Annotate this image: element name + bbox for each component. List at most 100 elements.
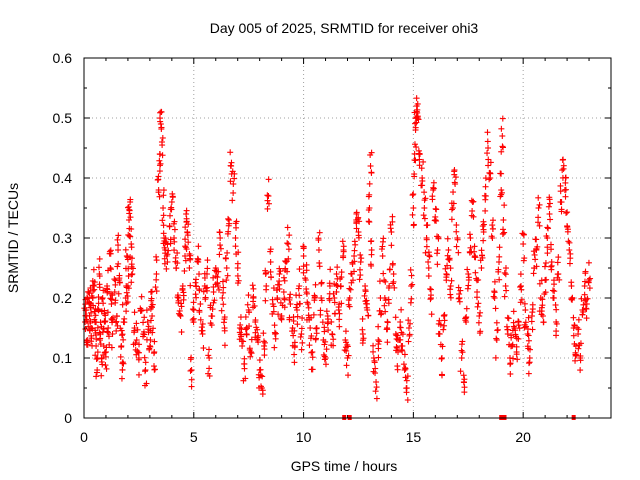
data-point bbox=[399, 331, 406, 338]
data-point bbox=[259, 373, 266, 380]
data-point bbox=[413, 144, 420, 151]
data-point bbox=[389, 260, 396, 267]
data-point bbox=[146, 346, 153, 353]
data-point bbox=[336, 310, 343, 317]
data-point bbox=[340, 243, 347, 250]
data-point bbox=[420, 212, 427, 219]
data-point bbox=[296, 292, 303, 299]
data-point bbox=[176, 307, 183, 314]
data-point bbox=[482, 175, 489, 182]
data-point bbox=[262, 297, 269, 304]
data-point bbox=[530, 270, 537, 277]
data-point bbox=[171, 247, 178, 254]
data-point bbox=[190, 315, 197, 322]
data-point bbox=[298, 325, 305, 332]
data-point bbox=[517, 283, 524, 290]
data-point bbox=[583, 305, 590, 312]
data-point bbox=[300, 243, 307, 250]
data-point bbox=[409, 281, 416, 288]
data-point bbox=[571, 340, 578, 347]
data-point bbox=[190, 299, 197, 306]
data-point bbox=[205, 370, 212, 377]
data-point bbox=[526, 359, 533, 366]
data-point bbox=[545, 203, 552, 210]
data-point bbox=[261, 346, 268, 353]
data-point bbox=[209, 306, 216, 313]
data-point bbox=[484, 129, 491, 136]
data-point bbox=[439, 372, 446, 379]
data-point bbox=[107, 250, 114, 257]
data-point bbox=[482, 196, 489, 203]
data-point bbox=[175, 299, 182, 306]
data-point bbox=[562, 179, 569, 186]
data-point bbox=[265, 176, 272, 183]
data-point bbox=[149, 313, 156, 319]
data-point bbox=[116, 279, 123, 286]
data-point bbox=[133, 320, 140, 327]
data-point bbox=[106, 341, 113, 348]
data-point bbox=[160, 230, 167, 237]
data-point bbox=[426, 252, 433, 259]
data-point bbox=[316, 229, 323, 236]
data-point bbox=[394, 366, 401, 373]
data-point bbox=[245, 292, 252, 299]
data-point bbox=[157, 160, 164, 167]
data-point bbox=[220, 301, 227, 308]
data-point bbox=[258, 383, 265, 390]
data-point bbox=[408, 283, 415, 289]
data-point bbox=[160, 187, 167, 194]
data-point bbox=[414, 113, 421, 120]
data-point bbox=[357, 272, 364, 279]
data-point bbox=[496, 253, 503, 260]
data-point bbox=[583, 315, 590, 322]
data-point bbox=[518, 286, 525, 293]
data-point bbox=[446, 256, 453, 263]
data-point bbox=[577, 352, 584, 359]
data-point bbox=[241, 360, 248, 367]
data-point bbox=[427, 285, 434, 292]
data-point bbox=[131, 327, 138, 334]
data-point bbox=[566, 260, 573, 267]
data-point bbox=[434, 261, 441, 268]
data-point bbox=[474, 289, 481, 295]
data-point bbox=[491, 278, 498, 285]
data-point bbox=[87, 318, 94, 325]
data-point bbox=[433, 206, 440, 213]
data-point bbox=[520, 241, 527, 247]
data-point bbox=[465, 276, 472, 283]
data-point bbox=[303, 267, 310, 274]
data-point bbox=[507, 370, 514, 377]
data-point bbox=[558, 208, 565, 215]
data-point bbox=[153, 271, 160, 277]
data-point bbox=[355, 214, 362, 221]
data-point bbox=[415, 147, 422, 154]
data-point bbox=[568, 279, 575, 286]
data-point bbox=[108, 344, 115, 351]
data-point bbox=[525, 337, 532, 344]
data-point bbox=[366, 191, 373, 198]
data-point bbox=[126, 206, 133, 213]
data-point bbox=[91, 286, 98, 293]
data-point bbox=[160, 192, 167, 199]
data-point bbox=[444, 262, 451, 269]
data-point bbox=[509, 341, 516, 348]
data-point bbox=[207, 320, 214, 327]
data-point bbox=[219, 295, 226, 301]
data-point bbox=[211, 267, 218, 274]
data-point bbox=[84, 294, 91, 301]
data-point bbox=[102, 318, 109, 325]
data-point bbox=[237, 321, 244, 328]
data-point bbox=[152, 284, 159, 291]
data-point bbox=[160, 222, 167, 229]
data-point bbox=[220, 284, 227, 291]
data-point bbox=[313, 325, 320, 332]
data-point bbox=[453, 243, 460, 250]
data-point bbox=[487, 170, 494, 177]
data-point bbox=[285, 246, 292, 253]
data-point bbox=[536, 308, 543, 315]
data-point bbox=[114, 236, 121, 243]
data-point bbox=[456, 298, 463, 305]
data-point bbox=[426, 253, 433, 260]
data-point bbox=[427, 286, 434, 293]
data-point bbox=[225, 222, 232, 229]
